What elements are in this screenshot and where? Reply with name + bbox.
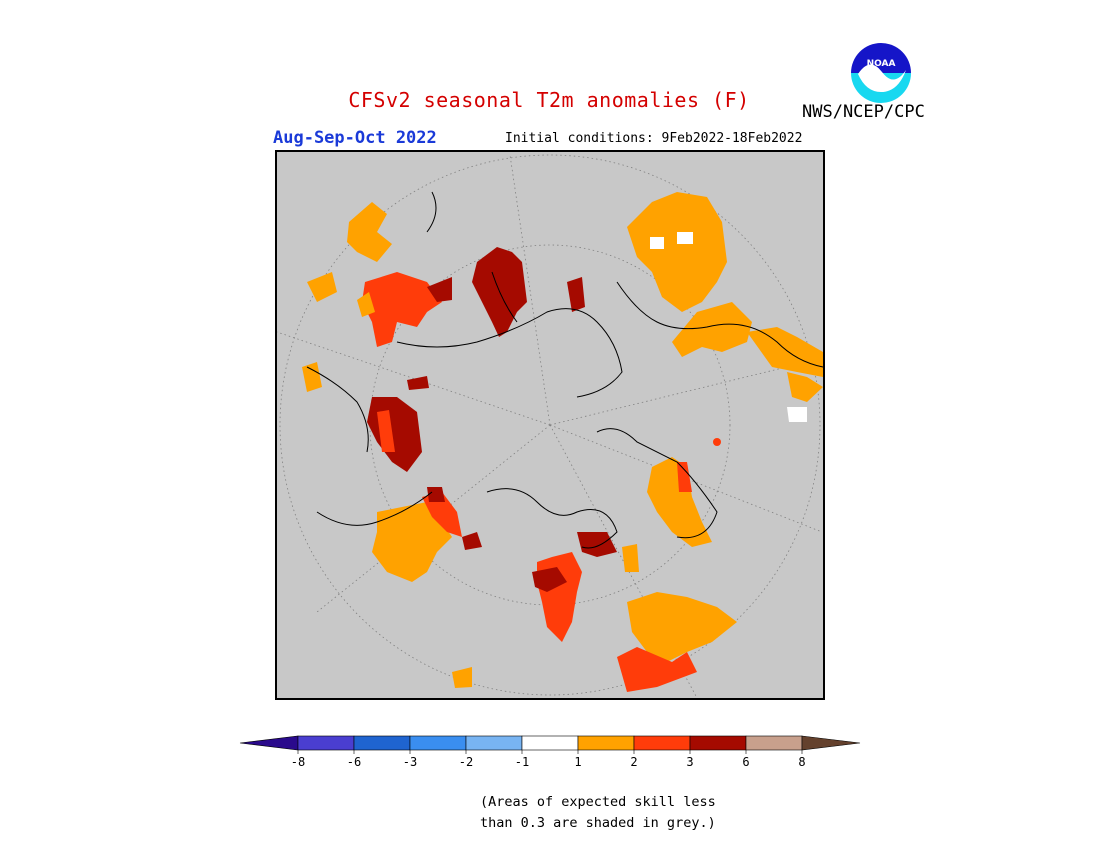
colorbar-bin-1	[297, 735, 355, 751]
colorbar-bin-3	[409, 735, 467, 751]
footnote-line-1: (Areas of expected skill less	[480, 794, 716, 810]
season-label: Aug-Sep-Oct 2022	[273, 128, 437, 148]
polar-map	[277, 154, 823, 698]
colorbar-bin-9	[745, 735, 803, 751]
logo-text: NOAA	[867, 59, 896, 69]
map-title-text: CFSv2 seasonal T2m anomalies (F)	[348, 88, 750, 112]
colorbar-bin-6	[577, 735, 635, 751]
colorbar-tick-labels: -8 -6 -3 -2 -1 1 2 3 6 8	[291, 750, 806, 769]
colorbar-tick-label: -1	[515, 755, 529, 769]
colorbar-bin-0	[239, 735, 299, 751]
agency-label: NWS/NCEP/CPC	[802, 102, 925, 122]
anomaly-patches	[302, 192, 823, 692]
colorbar-tick-label: -6	[347, 755, 361, 769]
colorbar-bin-8	[689, 735, 747, 751]
colorbar-bin-4	[465, 735, 523, 751]
footnote: (Areas of expected skill less than 0.3 a…	[480, 792, 716, 834]
colorbar-tick-label: -8	[291, 755, 305, 769]
colorbar-bin-5	[521, 735, 579, 751]
colorbar: -8 -6 -3 -2 -1 1 2 3 6 8	[239, 735, 861, 769]
footnote-line-2: than 0.3 are shaded in grey.)	[480, 815, 716, 831]
colorbar-tick-label: 3	[686, 755, 693, 769]
colorbar-tick-label: 6	[742, 755, 749, 769]
colorbar-tick-label: 8	[798, 755, 805, 769]
colorbar-tick-label: 2	[630, 755, 637, 769]
colorbar-bin-2	[353, 735, 411, 751]
coastlines	[306, 191, 823, 549]
noaa-logo: NOAA	[850, 42, 912, 104]
map-title: CFSv2 seasonal T2m anomalies (F)	[0, 88, 1100, 112]
colorbar-bin-7	[633, 735, 691, 751]
colorbar-tick-label: -2	[459, 755, 473, 769]
map-panel	[275, 150, 825, 700]
colorbar-tick-label: -3	[403, 755, 417, 769]
graticule	[277, 154, 823, 698]
colorbar-tick-label: 1	[574, 755, 581, 769]
colorbar-swatches	[239, 735, 861, 751]
initial-conditions-label: Initial conditions: 9Feb2022-18Feb2022	[505, 131, 803, 146]
colorbar-bin-10	[801, 735, 861, 751]
